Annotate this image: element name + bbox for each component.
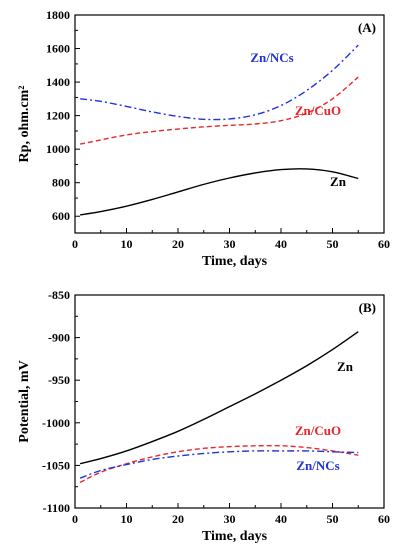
panel-b-y-axis-title: Potential, mV (17, 360, 32, 442)
panel-a-series-line-zn-ncs (80, 44, 359, 121)
panel-a-x-axis-title: Time, days (202, 254, 268, 269)
panel-a-chart: 0 10 20 30 40 50 60 600 800 1000 1200 1400 1600 1800 T… (17, 8, 390, 269)
panel-a-plot-frame (74, 14, 385, 234)
panel-a-y-axis-title: Rp, ohm.cm² (17, 86, 32, 163)
panel-b-x-tick-label: 60 (378, 512, 390, 526)
panel-a-x-tick-label: 60 (378, 237, 390, 251)
panel-a-x-tick-label: 40 (275, 237, 287, 251)
panel-a-x-tick-label: 50 (327, 237, 339, 251)
panel-b-x-tick-label: 50 (327, 512, 339, 526)
panel-b-y-tick-label: -900 (48, 331, 70, 345)
panel-a-x-tick-label: 0 (72, 237, 78, 251)
panel-a-series-line-zn (80, 168, 359, 216)
panel-a-y-tick-label: 1600 (46, 42, 70, 56)
panel-a-y-tick-label: 800 (52, 176, 70, 190)
panel-a-panel-label: (A) (358, 20, 376, 35)
panel-b-chart: 0 10 20 30 40 50 60 -1100 -1050 -1000 -950 -900 -850… (17, 288, 390, 544)
panel-b-panel-label: (B) (359, 300, 376, 315)
panel-b-series-label-zn-cuo: Zn/CuO (295, 423, 341, 438)
panel-b-x-tick-label: 30 (224, 512, 236, 526)
panel-b-series-line-zn (79, 331, 359, 465)
panel-b-x-tick-label: 10 (121, 512, 133, 526)
panel-b-y-tick-label: -1000 (42, 416, 70, 430)
panel-a-y-tick-label: 600 (52, 209, 70, 223)
panel-a-x-tick-label: 20 (172, 237, 184, 251)
panel-a-y-tick-label: 1000 (46, 142, 70, 156)
panel-b-series-label-zn-ncs: Zn/NCs (296, 458, 339, 473)
panel-b-x-tick-label: 40 (275, 512, 287, 526)
panel-b-y-tick-label: -1100 (43, 501, 70, 515)
panel-a-series-label-zn: Zn (330, 174, 347, 189)
panel-a-series-label-zn-ncs: Zn/NCs (250, 50, 293, 65)
panel-a-x-tick-label: 30 (224, 237, 236, 251)
panel-a-series-line-zn-cuo (80, 76, 359, 145)
panel-b-y-tick-label: -950 (48, 373, 70, 387)
panel-a-x-tick-label: 10 (121, 237, 133, 251)
panel-b-series-line-zn-ncs (79, 450, 359, 479)
panel-b-series-label-zn: Zn (337, 359, 354, 374)
panel-b-y-tick-label: -1050 (42, 458, 70, 472)
panel-b-x-tick-label: 20 (172, 512, 184, 526)
panel-b-y-tick-label: -850 (48, 288, 70, 302)
panel-b-x-tick-label: 0 (72, 512, 78, 526)
panel-b-series-line-zn-cuo (79, 444, 359, 484)
panel-a-y-tick-label: 1800 (46, 8, 70, 22)
panel-b-x-axis-title: Time, days (202, 529, 268, 544)
panel-a-y-tick-label: 1200 (46, 109, 70, 123)
panel-a-y-tick-label: 1400 (46, 75, 70, 89)
panel-b-plot-frame (74, 294, 385, 509)
panel-a-series-label-zn-cuo: Zn/CuO (295, 103, 341, 118)
